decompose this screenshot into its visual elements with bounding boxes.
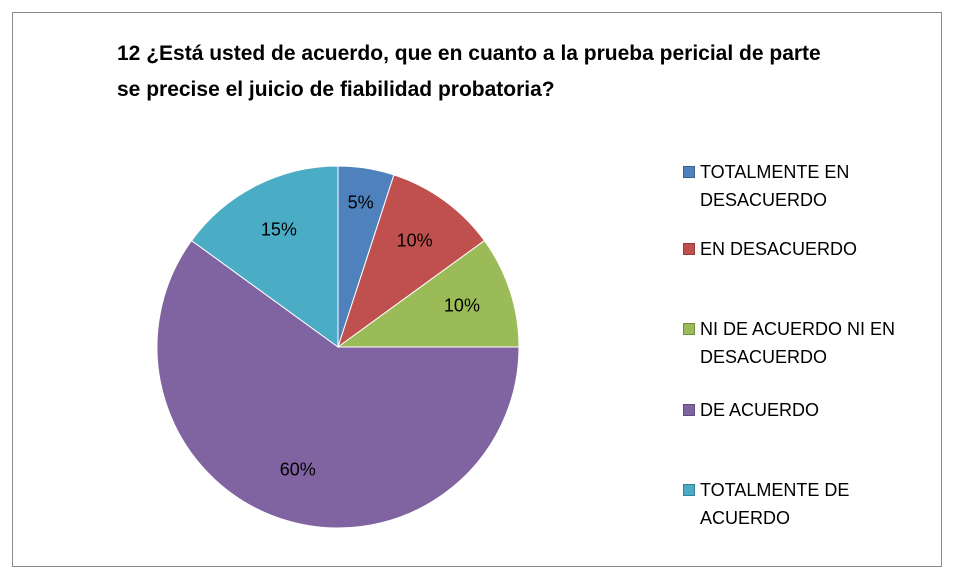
legend-swatch (683, 484, 695, 496)
legend-item: TOTALMENTE EN DESACUERDO (683, 158, 943, 214)
legend-label: DE ACUERDO (700, 400, 820, 420)
legend-item: TOTALMENTE DE ACUERDO (683, 476, 943, 532)
legend-item: EN DESACUERDO (683, 235, 943, 263)
legend-swatch (683, 243, 695, 255)
legend-swatch (683, 323, 695, 335)
pie-slice (336, 239, 520, 348)
pie-slice (156, 239, 520, 529)
data-label: 15% (261, 220, 297, 240)
data-label: 5% (348, 193, 374, 213)
data-label: 60% (280, 460, 316, 480)
pie-slice (337, 174, 486, 349)
legend-label: TOTALMENTE EN DESACUERDO (700, 162, 850, 210)
legend-label: EN DESACUERDO (700, 239, 858, 259)
pie-slice (190, 165, 339, 348)
legend-label: TOTALMENTE DE ACUERDO (700, 480, 850, 528)
data-label: 10% (444, 295, 480, 315)
chart-frame (12, 12, 942, 567)
chart-title: 12 ¿Está usted de acuerdo, que en cuanto… (117, 42, 821, 101)
legend-swatch (683, 166, 695, 178)
legend-swatch (683, 404, 695, 416)
legend-item: NI DE ACUERDO NI EN DESACUERDO (683, 315, 943, 371)
data-label: 10% (397, 230, 433, 250)
legend-label: NI DE ACUERDO NI EN DESACUERDO (700, 319, 896, 367)
legend-item: DE ACUERDO (683, 396, 943, 424)
